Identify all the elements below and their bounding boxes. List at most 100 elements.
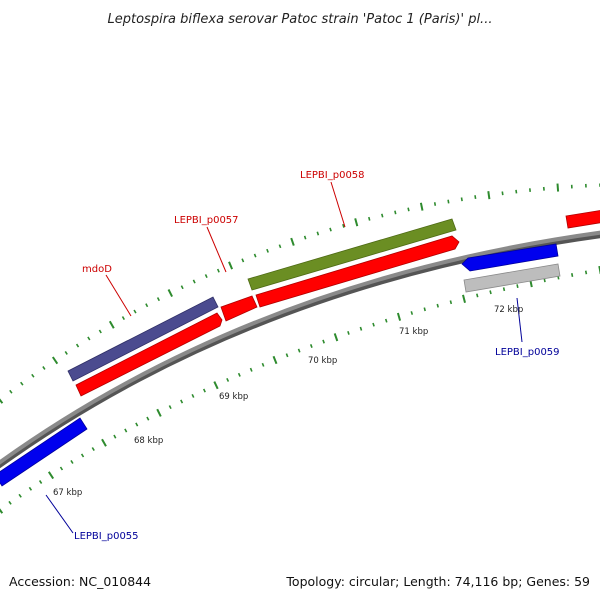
leader-lepbi-p0057 bbox=[206, 226, 227, 273]
scale-label-71: 71 kbp bbox=[399, 327, 428, 337]
cds-lepbi-p0059[interactable] bbox=[463, 263, 561, 293]
outer-tick bbox=[228, 261, 234, 270]
inner-tick bbox=[384, 318, 388, 323]
outer-tick bbox=[9, 389, 13, 394]
outer-tick bbox=[474, 195, 477, 200]
outer-tick bbox=[278, 244, 282, 249]
outer-tick bbox=[487, 191, 491, 200]
scale-label-67: 67 kbp bbox=[53, 488, 82, 498]
outer-tick bbox=[42, 366, 46, 370]
inner-tick bbox=[47, 471, 55, 480]
inner-tick bbox=[38, 480, 43, 484]
outer-tick bbox=[342, 223, 345, 228]
gene-right-edge-feature[interactable] bbox=[565, 210, 600, 229]
outer-tick bbox=[75, 343, 80, 348]
scale-label-72: 72 kbp bbox=[494, 305, 523, 315]
scale-label-68: 68 kbp bbox=[134, 436, 163, 446]
outer-tick bbox=[180, 285, 184, 290]
outer-tick bbox=[266, 248, 269, 253]
gene-lepbi-p0058-feature[interactable] bbox=[247, 218, 457, 291]
gene-lepbi-p0055-feature[interactable] bbox=[0, 417, 88, 487]
outer-tick bbox=[108, 320, 115, 329]
inner-tick bbox=[449, 300, 453, 305]
outer-tick bbox=[216, 268, 220, 273]
outer-tick bbox=[407, 207, 410, 212]
inner-tick bbox=[584, 270, 588, 275]
gene-lepbi-p0059-feature[interactable] bbox=[461, 243, 559, 272]
outer-tick bbox=[303, 235, 307, 240]
gene-mdod-feature[interactable] bbox=[67, 296, 219, 382]
inner-tick bbox=[285, 353, 289, 358]
label-lepbi-p0055: LEPBI_p0055 bbox=[74, 531, 139, 542]
topology-summary: Topology: circular; Length: 74,116 bp; G… bbox=[285, 574, 590, 589]
inner-tick bbox=[502, 287, 506, 292]
inner-tick bbox=[249, 367, 253, 372]
outer-tick bbox=[433, 202, 437, 206]
cds-lepbi-p0058[interactable] bbox=[255, 235, 460, 308]
inner-tick bbox=[571, 273, 574, 277]
outer-tick bbox=[419, 202, 424, 211]
outer-tick bbox=[121, 316, 125, 321]
inner-tick bbox=[309, 344, 313, 348]
cds-features bbox=[75, 235, 460, 397]
cds-mdod[interactable] bbox=[75, 312, 223, 397]
outer-tick bbox=[368, 216, 371, 221]
leader-mdod bbox=[105, 274, 132, 317]
outer-tick bbox=[20, 381, 24, 386]
outer-tick bbox=[51, 356, 59, 365]
outer-tick bbox=[156, 297, 161, 302]
inner-tick bbox=[156, 408, 162, 417]
inner-tick bbox=[489, 290, 492, 295]
outer-tick bbox=[204, 274, 208, 279]
outer-tick bbox=[354, 218, 359, 227]
accession-text: Accession: NC_010844 bbox=[9, 574, 151, 589]
outer-tick bbox=[241, 258, 245, 263]
outer-tick bbox=[501, 191, 504, 196]
outer-tick bbox=[290, 237, 295, 246]
inner-tick bbox=[333, 333, 339, 342]
inner-tick bbox=[168, 405, 172, 410]
backbone-shadow bbox=[0, 233, 600, 469]
label-lepbi-p0059: LEPBI_p0059 bbox=[495, 347, 560, 358]
label-mdod: mdoD bbox=[82, 264, 112, 275]
inner-tick bbox=[372, 322, 375, 327]
inner-tick bbox=[359, 326, 363, 331]
scale-label-70: 70 kbp bbox=[308, 356, 337, 366]
scale-labels: 67 kbp 68 kbp 69 kbp 70 kbp 71 kbp 72 kb… bbox=[53, 305, 523, 498]
inner-tick bbox=[8, 500, 12, 505]
inner-tick bbox=[543, 278, 546, 283]
inner-tick bbox=[347, 330, 350, 335]
outer-tick bbox=[0, 398, 4, 404]
inner-tick bbox=[146, 416, 150, 421]
inner-tick bbox=[476, 293, 479, 298]
outer-tick bbox=[167, 289, 173, 298]
outer-tick bbox=[515, 189, 518, 194]
cds-lepbi-p0057[interactable] bbox=[220, 295, 258, 322]
inner-tick bbox=[423, 307, 426, 312]
outer-tick bbox=[145, 303, 149, 308]
outer-tick bbox=[329, 227, 332, 232]
inner-tick bbox=[113, 434, 117, 439]
outer-tick bbox=[381, 213, 384, 218]
leader-lepbi-p0059 bbox=[516, 297, 523, 343]
outer-tick bbox=[31, 373, 35, 378]
leader-lepbi-p0055 bbox=[45, 494, 74, 534]
gene-labels: mdoD LEPBI_p0057 LEPBI_p0058 LEPBI_p0059… bbox=[74, 170, 560, 542]
inner-tick bbox=[436, 303, 439, 308]
outer-tick bbox=[192, 279, 196, 284]
leader-lepbi-p0058 bbox=[330, 181, 346, 228]
outer-tick bbox=[98, 329, 102, 334]
outer-tick bbox=[394, 210, 397, 215]
outer-tick bbox=[460, 197, 463, 202]
label-lepbi-p0058: LEPBI_p0058 bbox=[300, 170, 365, 181]
inner-tick bbox=[135, 422, 139, 427]
inner-tick bbox=[322, 339, 325, 344]
inner-tick bbox=[237, 372, 241, 377]
outer-tick bbox=[64, 350, 68, 355]
inner-tick bbox=[0, 508, 4, 514]
inner-tick bbox=[124, 428, 128, 433]
inner-tick bbox=[213, 381, 219, 390]
inner-tick bbox=[226, 377, 230, 382]
label-leaders bbox=[45, 181, 523, 534]
forward-features bbox=[0, 210, 600, 487]
